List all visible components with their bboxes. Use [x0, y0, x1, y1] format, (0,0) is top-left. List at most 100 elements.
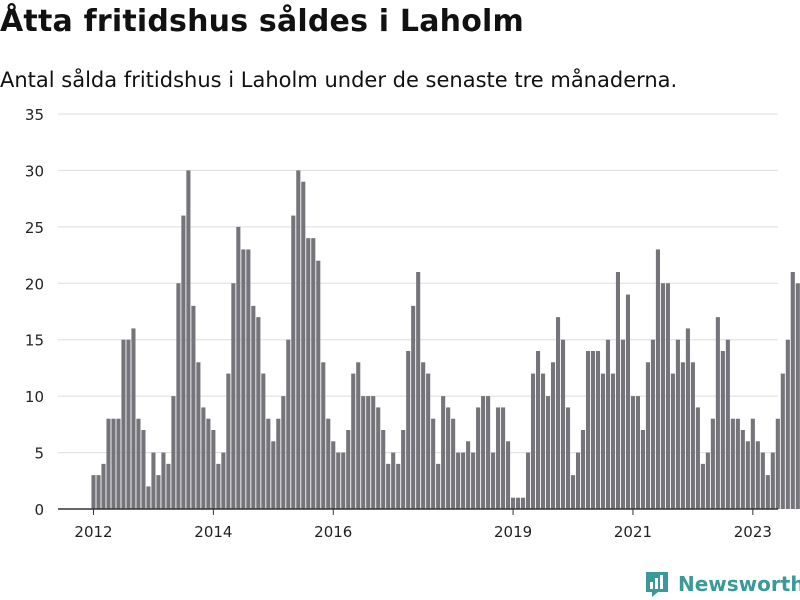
- bar: [346, 430, 351, 509]
- bar: [361, 396, 366, 509]
- bar: [181, 215, 186, 509]
- bar: [725, 339, 730, 509]
- bar: [256, 317, 261, 509]
- bar: [655, 249, 660, 509]
- bar: [271, 441, 276, 509]
- newsworthy-icon: [646, 572, 668, 597]
- bar: [306, 238, 311, 509]
- bar: [351, 373, 356, 509]
- bar: [326, 418, 331, 509]
- bar: [241, 249, 246, 509]
- bar: [421, 362, 426, 509]
- bar: [516, 497, 521, 509]
- bar: [625, 294, 631, 509]
- bar: [281, 396, 286, 509]
- bar: [660, 283, 665, 509]
- bar: [196, 362, 201, 509]
- bar: [600, 373, 606, 509]
- bar: [261, 373, 266, 509]
- bar: [456, 452, 461, 509]
- bar: [486, 396, 491, 509]
- bar: [91, 475, 96, 509]
- y-tick-label: 5: [34, 445, 44, 463]
- bar: [286, 339, 291, 509]
- chart-title: Åtta fritidshus såldes i Laholm: [0, 4, 524, 39]
- bar: [146, 486, 151, 509]
- bar: [710, 418, 715, 509]
- bar: [101, 463, 106, 509]
- bar: [106, 418, 111, 509]
- bar: [446, 407, 451, 509]
- bar: [765, 475, 770, 509]
- bar: [521, 497, 526, 509]
- bar: [491, 452, 496, 509]
- bar: [401, 430, 406, 509]
- bar: [680, 362, 685, 509]
- bar: [416, 272, 421, 509]
- bar: [740, 430, 745, 509]
- bar: [590, 351, 596, 509]
- x-tick-label: 2012: [74, 523, 112, 541]
- bar: [386, 463, 391, 509]
- bar: [391, 452, 396, 509]
- bar: [161, 452, 166, 509]
- bar: [541, 373, 546, 509]
- bar: [461, 452, 466, 509]
- bar: [670, 373, 675, 509]
- bar: [501, 407, 506, 509]
- bar: [476, 407, 481, 509]
- bar: [131, 328, 136, 509]
- bar: [675, 339, 680, 509]
- bar: [336, 452, 341, 509]
- bar: [141, 430, 146, 509]
- bar: [371, 396, 376, 509]
- bar: [511, 497, 516, 509]
- bar: [531, 373, 536, 509]
- bar: [481, 396, 486, 509]
- bar: [780, 373, 785, 509]
- bar: [311, 238, 316, 509]
- bar: [550, 362, 556, 509]
- bar: [730, 418, 735, 509]
- bar: [585, 351, 591, 509]
- bar: [745, 441, 750, 509]
- bar: [705, 452, 710, 509]
- bar: [536, 351, 541, 509]
- bar: [685, 328, 690, 509]
- bar: [526, 452, 531, 509]
- x-tick-label: 2021: [614, 523, 652, 541]
- bar: [266, 418, 271, 509]
- x-tick-label: 2016: [314, 523, 352, 541]
- bar: [605, 339, 611, 509]
- y-tick-label: 0: [34, 501, 44, 519]
- bar: [156, 475, 161, 509]
- x-tick-label: 2019: [494, 523, 532, 541]
- bar: [381, 430, 386, 509]
- x-tick-label: 2014: [194, 523, 232, 541]
- x-tick-label: 2023: [734, 523, 772, 541]
- bar: [366, 396, 371, 509]
- bar: [276, 418, 281, 509]
- bar: [136, 418, 141, 509]
- bar: [760, 452, 765, 509]
- y-tick-label: 30: [25, 162, 44, 180]
- bar: [396, 463, 401, 509]
- bar: [785, 339, 790, 509]
- bar: [296, 170, 301, 509]
- bar: [555, 317, 561, 509]
- bar: [301, 181, 306, 509]
- bar: [775, 418, 780, 509]
- bar: [111, 418, 116, 509]
- bar: [560, 339, 566, 509]
- bar: [356, 362, 361, 509]
- bar: [700, 463, 705, 509]
- bar: [690, 362, 695, 509]
- bar: [201, 407, 206, 509]
- bar: [251, 305, 256, 509]
- bar: [546, 396, 551, 509]
- bar: [720, 351, 725, 509]
- bar: [750, 418, 755, 509]
- bar: [645, 362, 650, 509]
- bar: [650, 339, 655, 509]
